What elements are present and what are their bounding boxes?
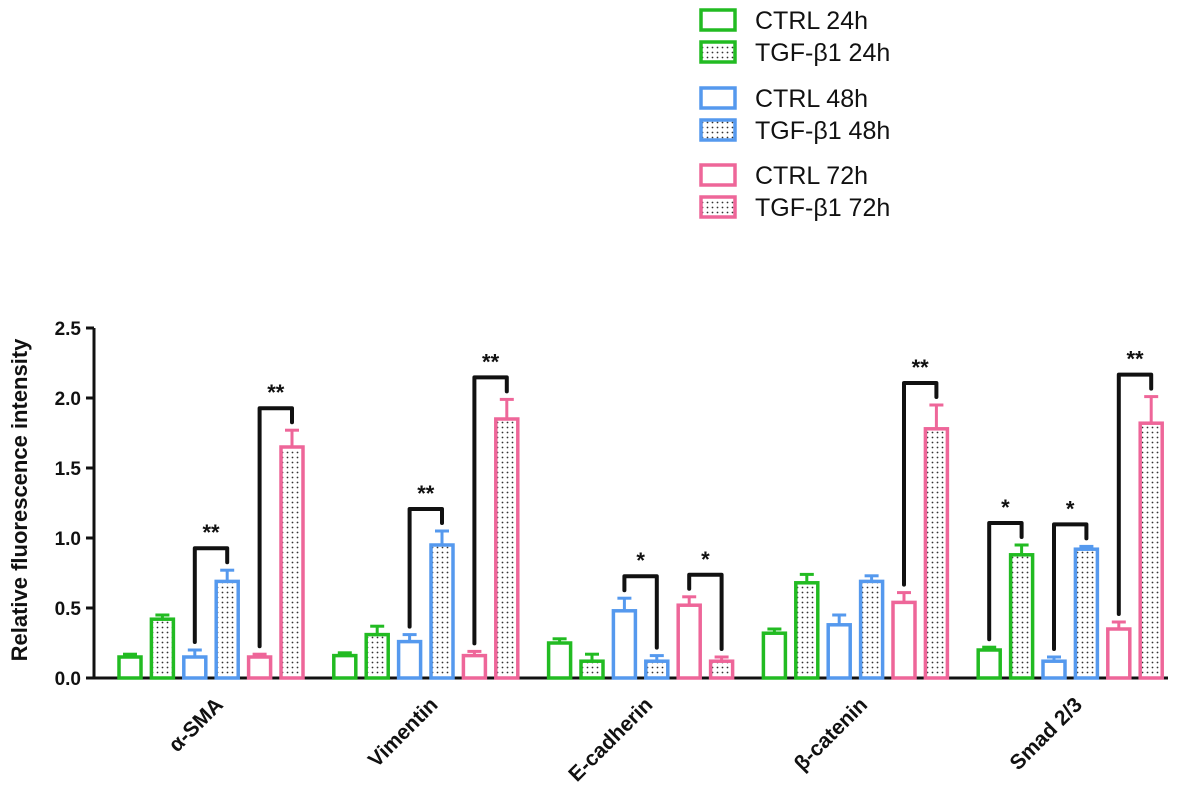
significance-bracket bbox=[257, 406, 294, 649]
x-category-label: α-SMA bbox=[164, 693, 227, 756]
significance-bracket bbox=[687, 572, 724, 651]
legend-swatch bbox=[699, 118, 737, 142]
significance-label: * bbox=[701, 547, 710, 572]
significance-label: ** bbox=[202, 520, 220, 545]
legend-swatch bbox=[699, 8, 737, 32]
bar bbox=[1073, 547, 1100, 680]
x-category-label: E-cadherin bbox=[564, 693, 657, 786]
significance-label: * bbox=[1066, 496, 1075, 521]
legend-label: CTRL 24h bbox=[755, 7, 868, 35]
bar bbox=[396, 639, 423, 680]
y-tick-label: 1.5 bbox=[55, 459, 82, 480]
significance-label: * bbox=[1001, 495, 1010, 520]
bar bbox=[149, 617, 176, 680]
bar bbox=[708, 659, 735, 680]
bar bbox=[826, 623, 852, 680]
bar bbox=[644, 659, 670, 680]
legend-swatch bbox=[699, 163, 737, 187]
bar bbox=[794, 581, 820, 680]
bar bbox=[976, 648, 1002, 680]
bar bbox=[214, 579, 240, 680]
bar bbox=[117, 655, 143, 680]
bar bbox=[1008, 553, 1035, 680]
bar bbox=[1041, 659, 1067, 680]
bar bbox=[1138, 421, 1164, 680]
legend-swatch bbox=[699, 195, 737, 219]
y-tick-label: 2.0 bbox=[55, 389, 81, 410]
y-tick-label: 1.0 bbox=[55, 529, 81, 550]
significance-bracket bbox=[192, 546, 230, 644]
significance-label: * bbox=[636, 548, 645, 573]
legend-label: TGF-β1 48h bbox=[755, 117, 890, 145]
bar bbox=[611, 609, 638, 680]
bar bbox=[579, 659, 605, 680]
bars bbox=[117, 395, 1164, 680]
significance-bracket bbox=[622, 574, 659, 650]
significance-label: ** bbox=[1126, 347, 1144, 372]
x-category-label: Smad 2/3 bbox=[1005, 693, 1086, 774]
x-category-label: β-catenin bbox=[790, 693, 872, 775]
significance-bracket bbox=[987, 521, 1024, 642]
bar bbox=[858, 579, 885, 680]
y-tick-label: 2.5 bbox=[55, 319, 82, 340]
bar bbox=[546, 641, 573, 680]
bar bbox=[279, 445, 305, 680]
bar bbox=[364, 632, 390, 680]
x-category-label: Vimentin bbox=[364, 693, 443, 772]
significance-bracket bbox=[472, 375, 509, 646]
bar bbox=[891, 600, 917, 680]
legend-label: CTRL 72h bbox=[755, 162, 868, 190]
legend-label: TGF-β1 24h bbox=[755, 39, 890, 67]
legend-label: TGF-β1 72h bbox=[755, 194, 890, 222]
significance-label: ** bbox=[417, 481, 435, 506]
bar bbox=[461, 653, 488, 680]
bar bbox=[494, 417, 520, 680]
significance-label: ** bbox=[267, 380, 285, 405]
bar bbox=[761, 631, 788, 680]
significance-bracket bbox=[902, 381, 939, 587]
significance-label: ** bbox=[912, 355, 930, 380]
significance-label: ** bbox=[482, 349, 500, 374]
bar bbox=[923, 427, 950, 680]
bar bbox=[246, 655, 273, 680]
legend-swatch bbox=[699, 86, 737, 110]
y-axis-title: Relative fluorescence intensity bbox=[7, 338, 32, 662]
bar bbox=[1106, 627, 1132, 680]
significance-bracket bbox=[1116, 372, 1154, 616]
bar bbox=[182, 655, 208, 680]
significance-brackets: ********* **** *** bbox=[192, 347, 1154, 651]
bar bbox=[429, 543, 455, 680]
y-tick-label: 0.0 bbox=[55, 669, 81, 690]
bar bbox=[676, 603, 702, 680]
significance-bracket bbox=[407, 507, 444, 629]
legend: CTRL 24h TGF-β1 24h CTRL 48h TGF-β1 48h CTRL… bbox=[699, 7, 890, 222]
axes: 0.0 0.5 1.0 1.5 2.0 2.5 Relative fluorescence … bbox=[7, 319, 1168, 786]
legend-swatch bbox=[699, 40, 737, 64]
y-tick-label: 0.5 bbox=[55, 599, 82, 620]
legend-label: CTRL 48h bbox=[755, 85, 868, 113]
bar bbox=[332, 653, 358, 680]
significance-bracket bbox=[1052, 522, 1089, 651]
